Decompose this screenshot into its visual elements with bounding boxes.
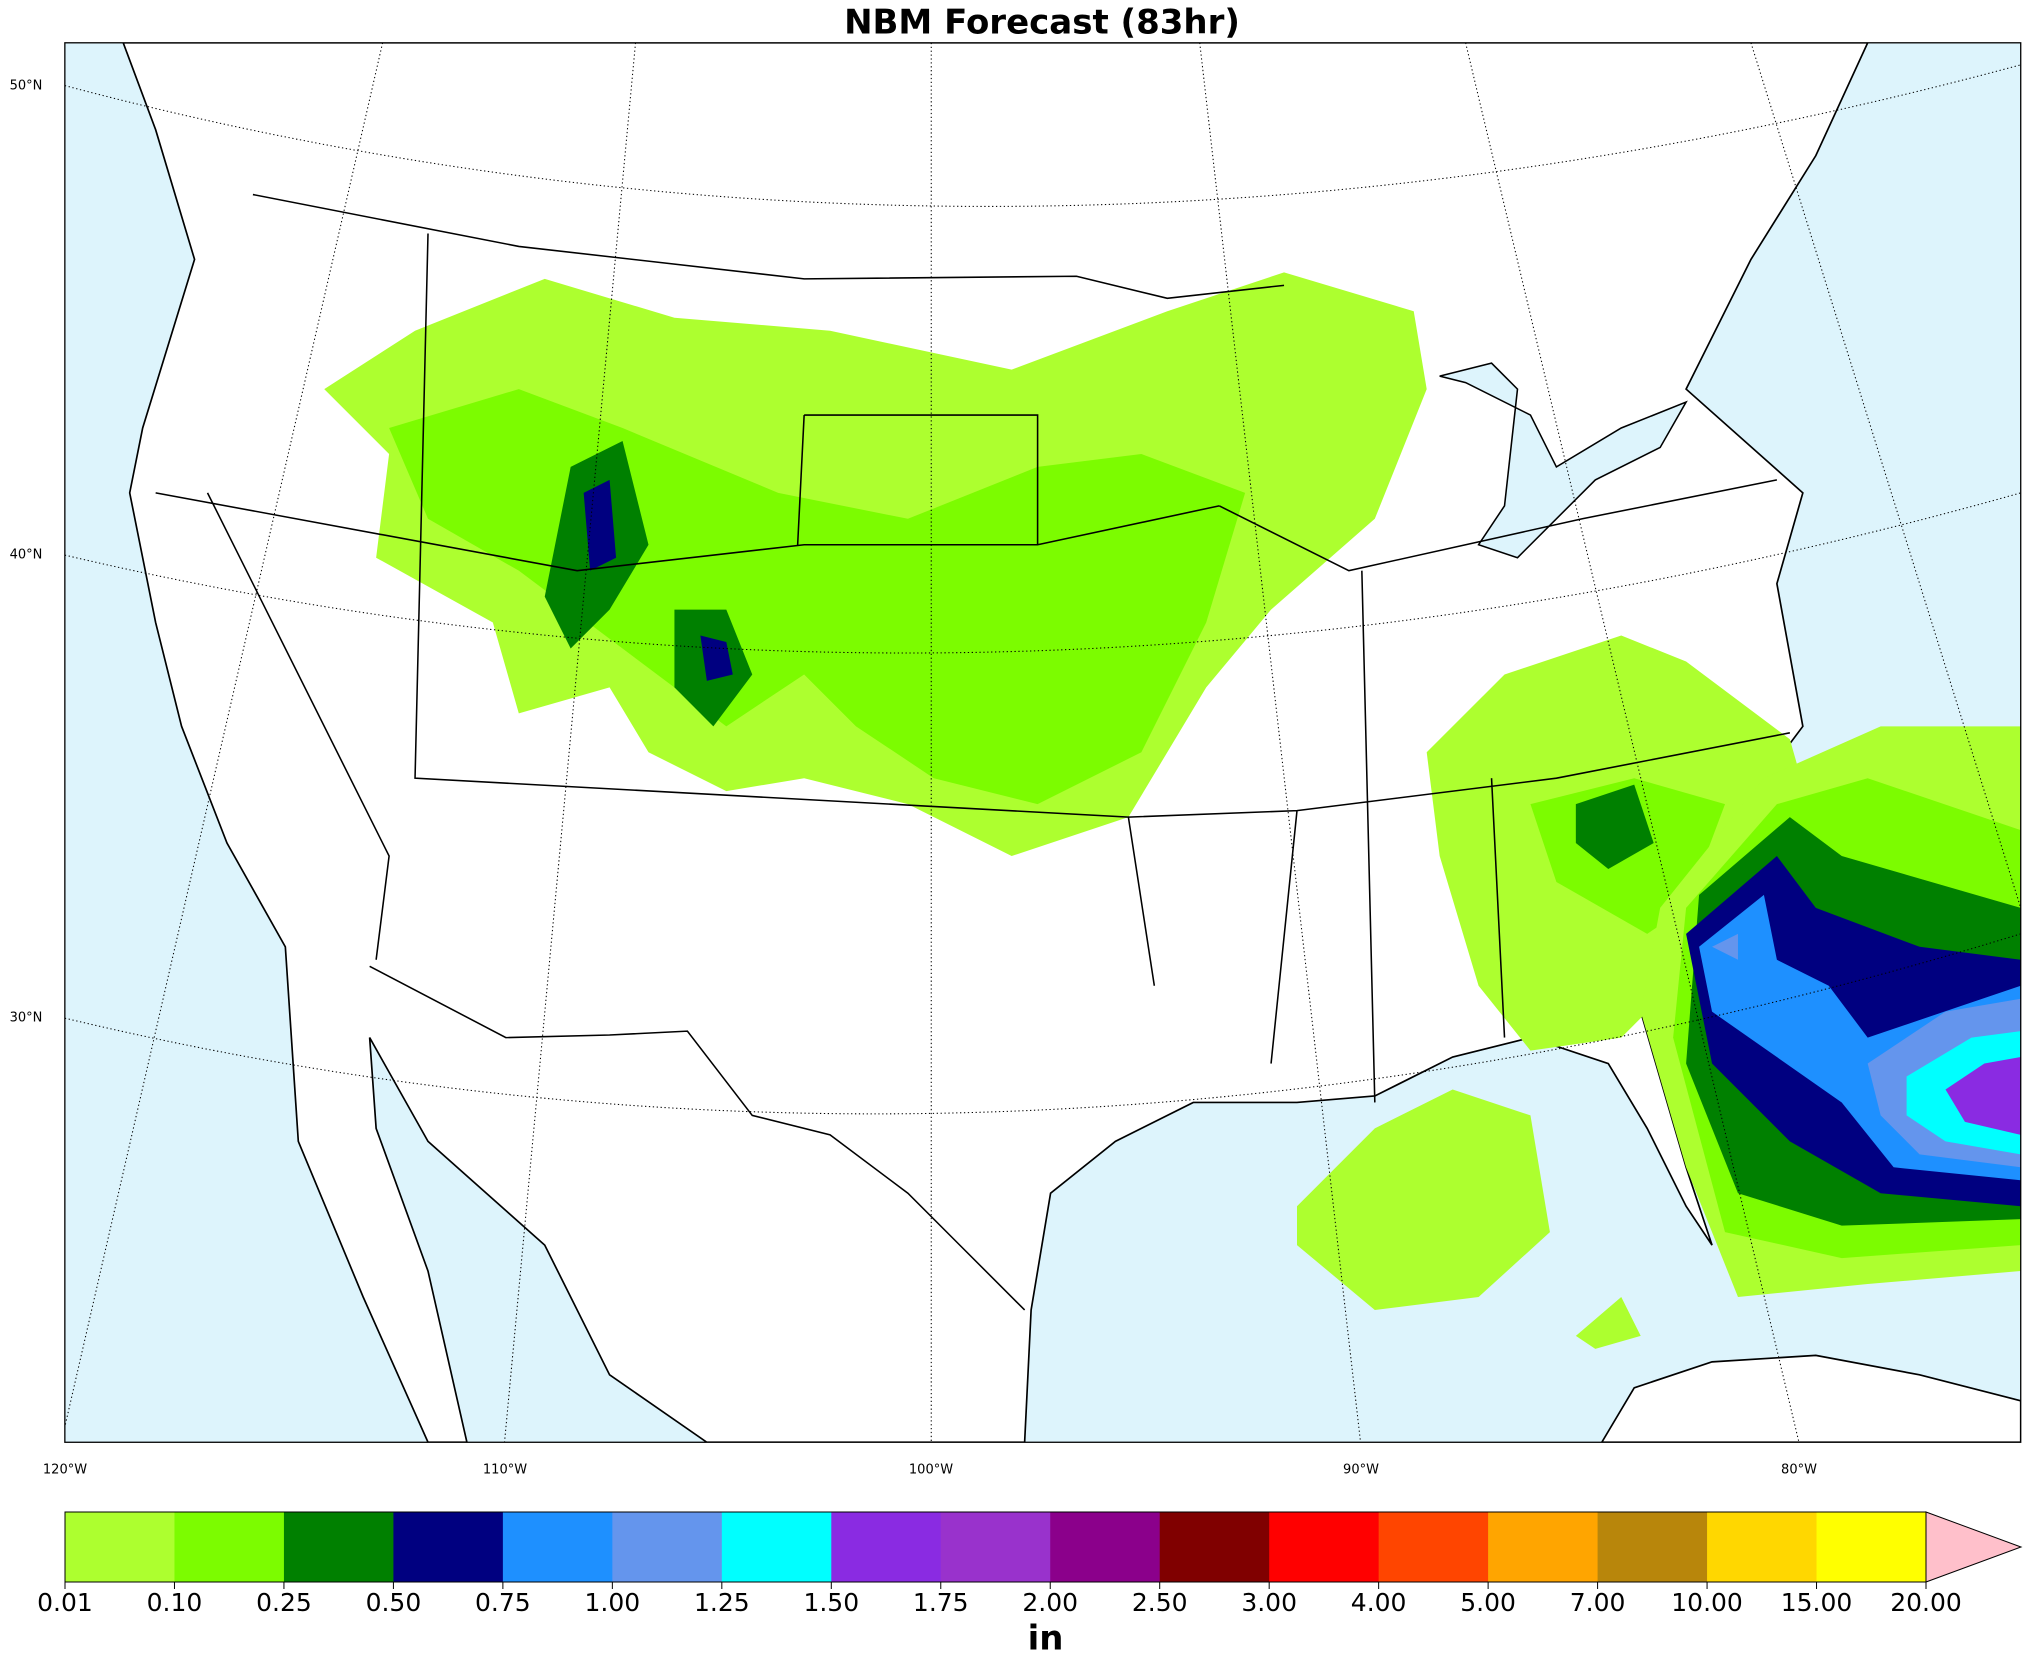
borders	[155, 193, 1791, 1311]
colorbar-box	[940, 1512, 1051, 1582]
great-lakes	[1439, 362, 1688, 559]
colorbar-tick-label: 0.25	[256, 1588, 312, 1617]
precip	[324, 272, 2021, 1349]
colorbar-extend	[1925, 1511, 2023, 1583]
colorbar-box	[1488, 1512, 1599, 1582]
lon-label: 90°W	[1343, 1463, 1379, 1478]
lon-label: 100°W	[909, 1463, 953, 1478]
colorbar-tick-label: 4.00	[1351, 1588, 1407, 1617]
map	[64, 42, 2022, 1443]
lat-label: 40°N	[10, 548, 43, 563]
colorbar-box	[721, 1512, 832, 1582]
colorbar-box	[393, 1512, 504, 1582]
colorbar-tick-label: 5.00	[1460, 1588, 1516, 1617]
colorbar-tick-label: 0.75	[475, 1588, 531, 1617]
colorbar-label: in	[1028, 1619, 1064, 1659]
colorbar-box	[1378, 1512, 1489, 1582]
colorbar-tick-label: 3.00	[1241, 1588, 1297, 1617]
lon-label: 120°W	[43, 1463, 87, 1478]
colorbar-box	[502, 1512, 613, 1582]
colorbar-tick-label: 0.50	[366, 1588, 422, 1617]
colorbar: 0.01 0.10 0.25 0.50 0.75 1.00 1.25 1.50 1.75 2.00…	[37, 1511, 2023, 1659]
colorbar-tick-label: 7.00	[1570, 1588, 1626, 1617]
colorbar-box	[65, 1512, 175, 1582]
colorbar-tick-label: 0.01	[37, 1588, 93, 1617]
colorbar-box	[1707, 1512, 1818, 1582]
precip-area	[1297, 1089, 1641, 1349]
lon-label: 80°W	[1781, 1463, 1817, 1478]
colorbar-box	[1816, 1512, 1927, 1582]
colorbar-frame	[64, 1511, 1927, 1583]
lon-label: 110°W	[483, 1463, 527, 1478]
colorbar-tick-label: 15.00	[1781, 1588, 1853, 1617]
lat-label: 30°N	[10, 1011, 43, 1026]
precip-area	[1575, 784, 1654, 869]
colorbar-box	[831, 1512, 942, 1582]
lat-label: 50°N	[10, 79, 43, 94]
colorbar-box	[1269, 1512, 1380, 1582]
colorbar-tick-label: 1.75	[913, 1588, 969, 1617]
cuba	[1600, 1354, 2021, 1443]
precip-area	[583, 479, 733, 681]
colorbar-tick-label: 0.10	[147, 1588, 203, 1617]
graticule	[64, 42, 2021, 1443]
colorbar-box	[1159, 1512, 1270, 1582]
colorbar-tick-label: 10.00	[1671, 1588, 1743, 1617]
title: NBM Forecast (83hr)	[844, 3, 1240, 43]
colorbar-tick-label: 2.50	[1132, 1588, 1188, 1617]
colorbar-tick-label: 2.00	[1022, 1588, 1078, 1617]
precip-area	[1945, 1057, 2021, 1135]
map-frame	[64, 42, 2022, 1443]
colorbar-box	[1597, 1512, 1708, 1582]
colorbar-box	[174, 1512, 285, 1582]
colorbar-box	[612, 1512, 723, 1582]
colorbar-box	[1050, 1512, 1161, 1582]
colorbar-tick-label: 1.25	[694, 1588, 750, 1617]
colorbar-tick-label: 1.00	[585, 1588, 641, 1617]
colorbar-box	[283, 1512, 394, 1582]
colorbar-tick-label: 20.00	[1890, 1588, 1962, 1617]
colorbar-tick-label: 1.50	[803, 1588, 859, 1617]
